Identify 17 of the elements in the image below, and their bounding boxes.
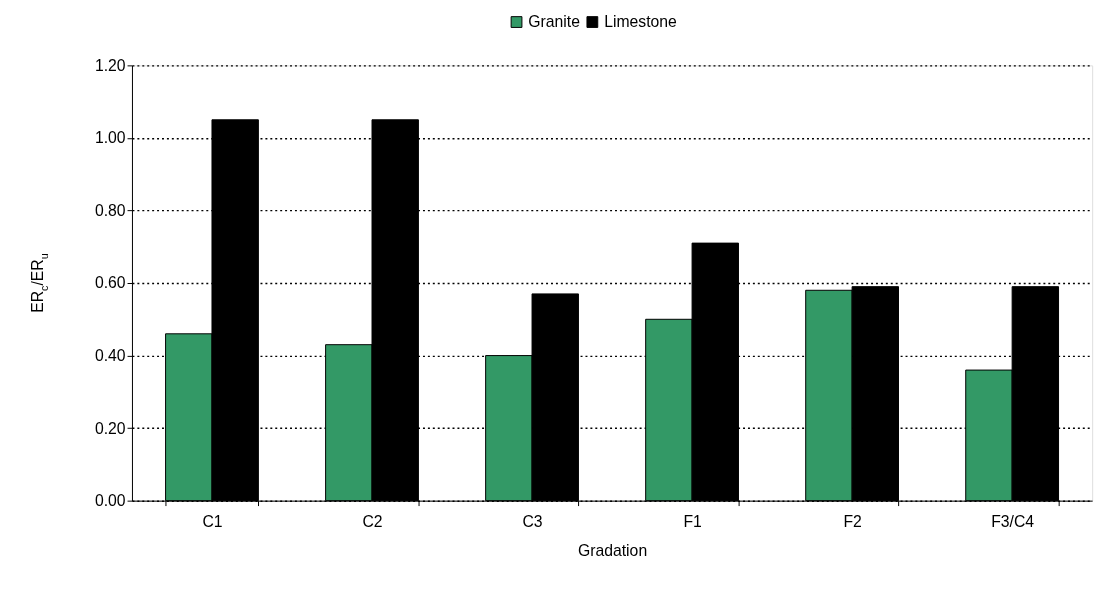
legend-label: Granite (528, 12, 581, 30)
y-tick-label: 0.80 (94, 201, 126, 219)
y-tick-label: 1.00 (94, 129, 126, 147)
x-tick-label: C2 (362, 512, 383, 530)
x-tick-label: F3/C4 (991, 512, 1035, 530)
y-tick-label: 0.60 (94, 274, 126, 292)
y-tick-label: 1.20 (94, 56, 126, 74)
x-tick-label: F1 (683, 512, 702, 530)
x-tick-label: C1 (202, 512, 223, 530)
x-axis-title: Gradation (577, 542, 648, 560)
y-axis-title: ERc/ERu (29, 253, 51, 313)
y-tick-label: 0.40 (94, 346, 126, 364)
legend-label: Limestone (604, 12, 678, 30)
x-tick-label: C3 (522, 512, 543, 530)
y-tick-label: 0.20 (94, 419, 126, 437)
y-tick-label: 0.00 (94, 492, 126, 510)
x-tick-label: F2 (843, 512, 862, 530)
